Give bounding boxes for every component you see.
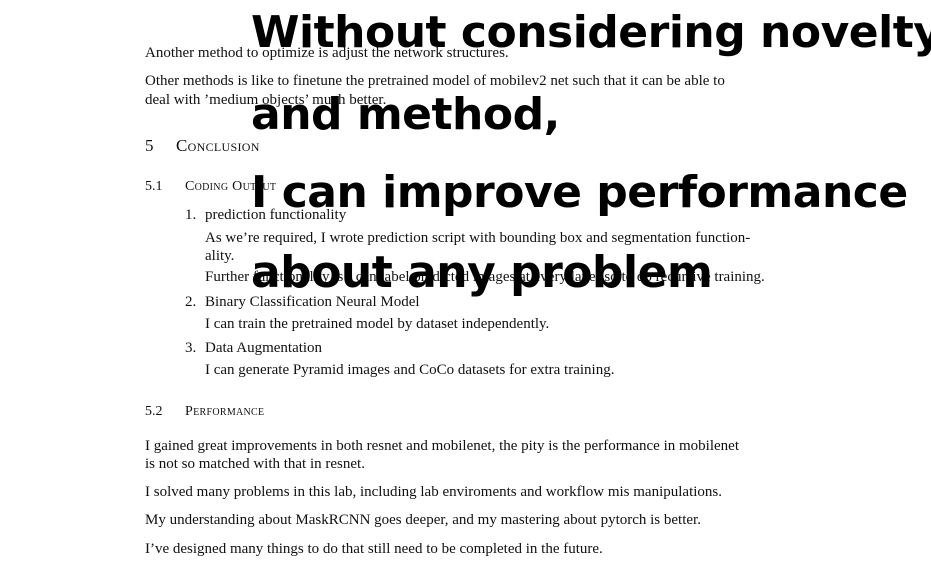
list-item-1-title: prediction functionality xyxy=(205,207,347,223)
performance-paragraph-line2: is not so matched with that in resnet. xyxy=(145,456,365,472)
list-item-2-line1: I can train the pretrained model by data… xyxy=(205,316,550,332)
list-item-1-line3: Further functionality is I can label pre… xyxy=(205,269,765,285)
list-item-1-number: 1. xyxy=(185,207,197,223)
subsection-5-2-number: 5.2 xyxy=(145,404,163,419)
understanding-paragraph: My understanding about MaskRCNN goes dee… xyxy=(145,512,701,528)
paragraph-adjust-structures: Another method to optimize is adjust the… xyxy=(145,45,509,61)
paragraph-finetune-line2: deal with ’medium objects’ much better. xyxy=(145,92,387,108)
subsection-5-2-title: Performance xyxy=(185,404,265,419)
list-item-3-line1: I can generate Pyramid images and CoCo d… xyxy=(205,362,615,378)
list-item-1-line1: As we’re required, I wrote prediction sc… xyxy=(205,230,751,246)
subsection-5-1-number: 5.1 xyxy=(145,179,163,194)
list-item-2-number: 2. xyxy=(185,294,197,310)
subsection-5-1-title: Coding Output xyxy=(185,179,277,194)
future-paragraph: I’ve designed many things to do that sti… xyxy=(145,541,603,557)
list-item-3-number: 3. xyxy=(185,340,197,356)
problems-paragraph: I solved many problems in this lab, incl… xyxy=(145,484,723,500)
list-item-3-title: Data Augmentation xyxy=(205,340,323,356)
paragraph-finetune-line1: Other methods is like to finetune the pr… xyxy=(145,73,725,89)
section-5-number: 5 xyxy=(145,136,154,155)
section-5-title: Conclusion xyxy=(176,136,260,155)
performance-paragraph-line1: I gained great improvements in both resn… xyxy=(145,438,739,454)
list-item-2-title: Binary Classification Neural Model xyxy=(205,294,420,310)
list-item-1-line2: ality. xyxy=(205,248,235,264)
